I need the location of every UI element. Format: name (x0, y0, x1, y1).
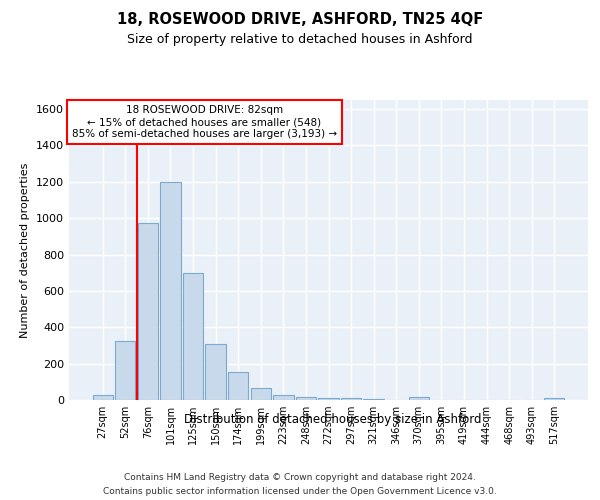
Bar (296, 398, 316, 400)
Text: Contains public sector information licensed under the Open Government Licence v3: Contains public sector information licen… (103, 488, 497, 496)
Bar (205, 344, 226, 400)
Text: 18, ROSEWOOD DRIVE, ASHFORD, TN25 4QF: 18, ROSEWOOD DRIVE, ASHFORD, TN25 4QF (117, 12, 483, 28)
Bar (92, 396, 113, 400)
Bar (115, 341, 136, 400)
Text: Contains HM Land Registry data © Crown copyright and database right 2024.: Contains HM Land Registry data © Crown c… (124, 472, 476, 482)
Bar (228, 372, 248, 400)
Text: 18 ROSEWOOD DRIVE: 82sqm
← 15% of detached houses are smaller (548)
85% of semi-: 18 ROSEWOOD DRIVE: 82sqm ← 15% of detach… (72, 106, 337, 138)
Text: Size of property relative to detached houses in Ashford: Size of property relative to detached ho… (127, 32, 473, 46)
Bar (319, 398, 338, 400)
Bar (364, 399, 384, 400)
Bar (183, 272, 203, 400)
Bar (544, 398, 565, 400)
Bar (273, 396, 293, 400)
Bar (341, 398, 361, 400)
Y-axis label: Number of detached properties: Number of detached properties (20, 162, 31, 338)
Bar (251, 388, 271, 400)
Bar (160, 182, 181, 400)
Text: Distribution of detached houses by size in Ashford: Distribution of detached houses by size … (184, 412, 482, 426)
Bar (409, 398, 429, 400)
Bar (138, 222, 158, 400)
